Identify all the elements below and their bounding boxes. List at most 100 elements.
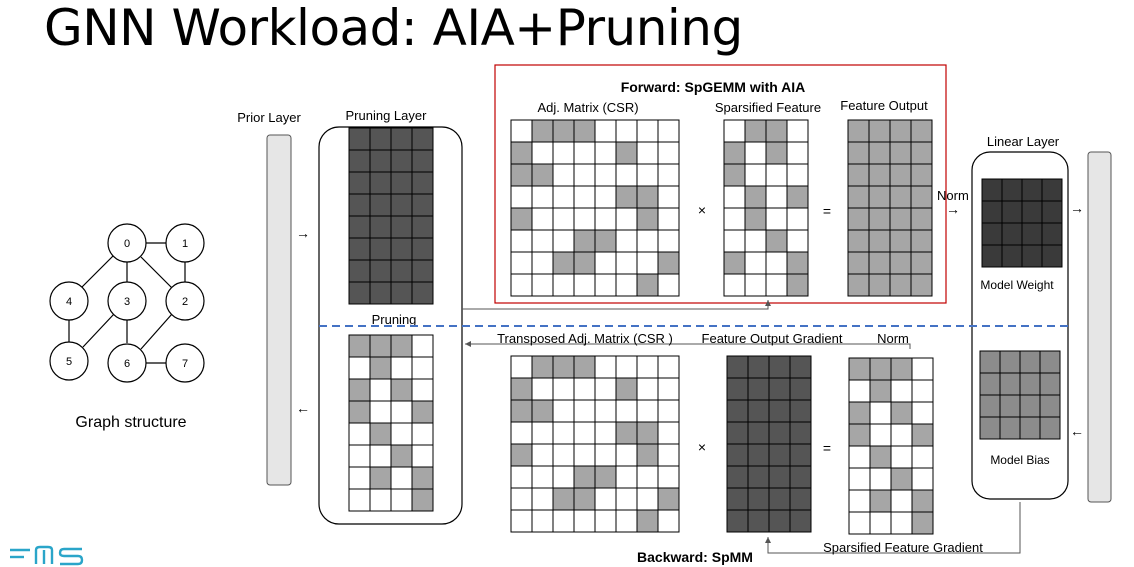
- matrix-cell: [552, 377, 575, 401]
- matrix-cell: [615, 377, 638, 401]
- matrix-cell: [889, 273, 912, 297]
- matrix-cell: [1001, 200, 1023, 224]
- graph-node-label-4: 4: [66, 296, 72, 308]
- matrix-cell: [868, 251, 891, 275]
- matrix-cell: [765, 163, 788, 187]
- matrix-cell: [531, 229, 554, 253]
- matrix-cell: [723, 273, 746, 297]
- backward-title: Backward: SpMM: [637, 549, 753, 565]
- matrix-cell: [847, 207, 870, 231]
- matrix-cell: [1041, 178, 1063, 202]
- graph-node-label-0: 0: [124, 238, 130, 250]
- matrix-cell: [911, 357, 934, 381]
- forward-sparse-feature: [723, 119, 809, 297]
- matrix-cell: [615, 273, 638, 297]
- matrix-cell: [723, 163, 746, 187]
- matrix-cell: [531, 251, 554, 275]
- matrix-cell: [531, 355, 554, 379]
- matrix-cell: [1039, 394, 1061, 418]
- matrix-cell: [847, 273, 870, 297]
- ems-logo-icon: [10, 545, 84, 566]
- pruning-to-forward-connector: [462, 300, 771, 310]
- matrix-cell: [390, 127, 413, 151]
- forward-adj-matrix: [510, 119, 680, 297]
- matrix-cell: [615, 119, 638, 143]
- matrix-cell: [510, 509, 533, 533]
- graph-node-5: [49, 341, 89, 381]
- matrix-cell: [869, 423, 892, 447]
- graph-structure: 0 1 2 3 4 5 6 7 Graph structure: [49, 223, 205, 431]
- sparsified-feature-label: Sparsified Feature: [715, 100, 821, 115]
- matrix-cell: [911, 423, 934, 447]
- graph-node-label-1: 1: [182, 238, 188, 250]
- matrix-cell: [911, 511, 934, 535]
- matrix-cell: [786, 207, 809, 231]
- matrix-cell: [657, 487, 680, 511]
- matrix-cell: [744, 119, 767, 143]
- matrix-cell: [786, 251, 809, 275]
- matrix-cell: [615, 487, 638, 511]
- matrix-cell: [594, 141, 617, 165]
- matrix-cell: [847, 119, 870, 143]
- matrix-cell: [573, 399, 596, 423]
- matrix-cell: [531, 443, 554, 467]
- matrix-cell: [657, 377, 680, 401]
- matrix-cell: [411, 127, 434, 151]
- matrix-cell: [910, 251, 933, 275]
- matrix-cell: [657, 251, 680, 275]
- matrix-cell: [348, 422, 371, 446]
- matrix-cell: [999, 372, 1021, 396]
- matrix-cell: [768, 487, 791, 511]
- matrix-cell: [411, 466, 434, 490]
- matrix-cell: [789, 377, 812, 401]
- matrix-cell: [657, 207, 680, 231]
- matrix-cell: [981, 200, 1003, 224]
- matrix-cell: [744, 163, 767, 187]
- matrix-cell: [636, 273, 659, 297]
- matrix-cell: [573, 163, 596, 187]
- pruning-layer-label: Pruning Layer: [346, 108, 428, 123]
- matrix-cell: [411, 378, 434, 402]
- matrix-cell: [510, 465, 533, 489]
- matrix-cell: [552, 355, 575, 379]
- matrix-cell: [868, 119, 891, 143]
- graph-caption: Graph structure: [75, 414, 186, 431]
- matrix-cell: [552, 399, 575, 423]
- transposed-adj-label: Transposed Adj. Matrix (CSR ): [497, 331, 673, 346]
- matrix-cell: [594, 229, 617, 253]
- matrix-cell: [615, 509, 638, 533]
- matrix-cell: [889, 185, 912, 209]
- matrix-cell: [765, 251, 788, 275]
- forward-box: [494, 64, 947, 304]
- matrix-cell: [910, 119, 933, 143]
- matrix-cell: [369, 193, 392, 217]
- matrix-cell: [615, 229, 638, 253]
- matrix-cell: [369, 422, 392, 446]
- matrix-cell: [636, 119, 659, 143]
- matrix-cell: [390, 422, 413, 446]
- matrix-cell: [531, 185, 554, 209]
- matrix-cell: [911, 379, 934, 403]
- matrix-cell: [510, 163, 533, 187]
- matrix-cell: [786, 273, 809, 297]
- matrix-cell: [348, 215, 371, 239]
- matrix-cell: [765, 185, 788, 209]
- matrix-cell: [615, 465, 638, 489]
- matrix-cell: [765, 273, 788, 297]
- matrix-cell: [411, 237, 434, 261]
- matrix-cell: [768, 509, 791, 533]
- matrix-cell: [615, 399, 638, 423]
- matrix-cell: [889, 119, 912, 143]
- matrix-cell: [552, 251, 575, 275]
- matrix-cell: [657, 509, 680, 533]
- matrix-cell: [910, 207, 933, 231]
- matrix-cell: [911, 445, 934, 469]
- matrix-cell: [868, 141, 891, 165]
- matrix-cell: [768, 377, 791, 401]
- matrix-cell: [390, 466, 413, 490]
- matrix-cell: [510, 355, 533, 379]
- matrix-cell: [552, 141, 575, 165]
- matrix-cell: [1021, 222, 1043, 246]
- matrix-cell: [573, 465, 596, 489]
- matrix-cell: [1021, 200, 1043, 224]
